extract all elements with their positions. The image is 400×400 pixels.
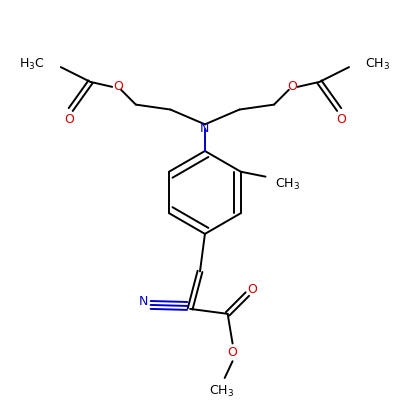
Text: CH$_3$: CH$_3$ bbox=[209, 384, 234, 399]
Text: O: O bbox=[336, 113, 346, 126]
Text: O: O bbox=[287, 80, 297, 93]
Text: O: O bbox=[113, 80, 123, 93]
Text: O: O bbox=[228, 346, 238, 359]
Text: H$_3$C: H$_3$C bbox=[20, 56, 45, 72]
Text: CH$_3$: CH$_3$ bbox=[275, 177, 300, 192]
Text: CH$_3$: CH$_3$ bbox=[365, 56, 390, 72]
Text: O: O bbox=[247, 283, 257, 296]
Text: N: N bbox=[200, 122, 210, 135]
Text: N: N bbox=[139, 296, 148, 308]
Text: O: O bbox=[64, 113, 74, 126]
